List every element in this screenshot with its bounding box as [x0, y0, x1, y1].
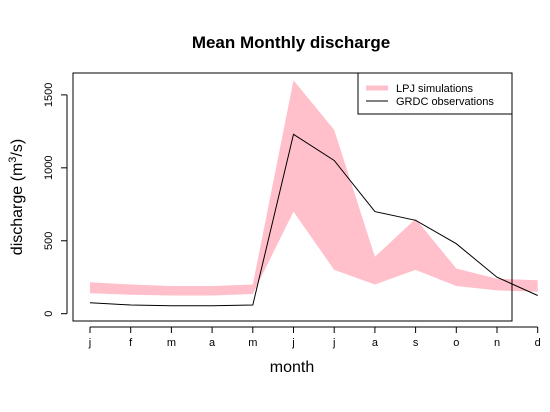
y-axis-label-main: discharge (m	[9, 163, 26, 255]
x-tick-label: f	[129, 337, 133, 349]
x-tick-label: s	[413, 337, 419, 349]
legend-label-grdc: GRDC observations	[396, 96, 494, 108]
x-tick-label: o	[453, 337, 459, 349]
y-tick-label: 0	[43, 311, 55, 317]
x-tick-label: j	[332, 337, 335, 349]
x-tick-label: d	[535, 337, 541, 349]
lpj-simulation-band	[90, 80, 538, 296]
x-tick-label: a	[209, 337, 216, 349]
y-axis-label-end: /s)	[9, 139, 26, 157]
y-axis-label: discharge (m3/s)	[7, 139, 26, 255]
y-tick-label: 500	[43, 232, 55, 250]
axes-layer: 0 500 1000 1500 j f m a m j j a s o n d	[43, 83, 541, 349]
y-tick-label: 1000	[43, 156, 55, 180]
plot-layer	[89, 80, 538, 307]
legend-box	[357, 72, 513, 115]
chart-title: Mean Monthly discharge	[192, 33, 390, 52]
x-axis-label: month	[270, 359, 314, 376]
legend-label-lpj: LPJ simulations	[396, 83, 474, 95]
x-tick-label: m	[248, 337, 257, 349]
x-tick-label: j	[88, 337, 91, 349]
plot-frame	[72, 72, 513, 322]
y-tick-label: 1500	[43, 83, 55, 107]
x-tick-label: j	[291, 337, 294, 349]
grdc-observation-line	[89, 133, 538, 307]
x-tick-label: n	[494, 337, 500, 349]
legend: LPJ simulations GRDC observations	[357, 72, 513, 115]
y-axis-label-sup: 3	[7, 157, 19, 163]
x-tick-label: a	[372, 337, 379, 349]
x-tick-label: m	[167, 337, 176, 349]
